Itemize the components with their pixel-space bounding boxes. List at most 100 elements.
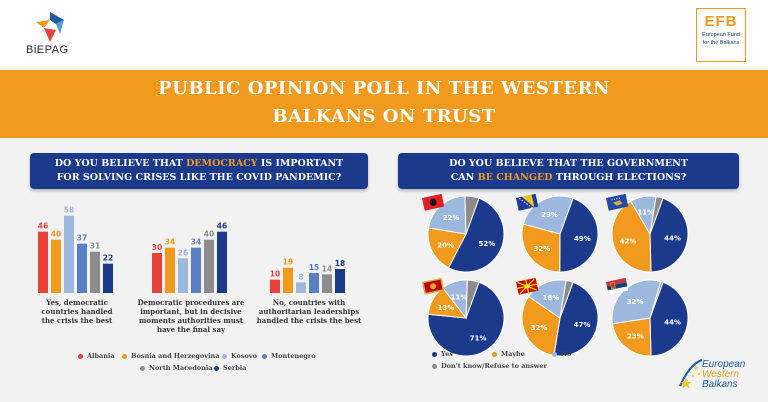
pie-slice — [649, 195, 664, 235]
european-western-balkans-logo: European Western Balkans — [676, 354, 764, 398]
legend-dot-icon — [492, 351, 497, 357]
bar-group-label-line: countries handled — [41, 307, 113, 316]
ewb-logo-line-2: Western — [702, 369, 740, 380]
bar-legend-item: Montenegro — [262, 352, 316, 360]
bar-group-label-line: moments authorities must — [139, 316, 243, 325]
bar-legend-label: Montenegro — [271, 352, 316, 360]
bar-value-label: 46 — [38, 222, 48, 231]
bar-group-label-line: authoritarian leaderships — [258, 307, 360, 316]
bar — [335, 269, 345, 293]
bar-legend-item: Albania — [78, 352, 115, 360]
pie-slice — [464, 195, 480, 235]
banner-title-line-1: PUBLIC OPINION POLL IN THE WESTERN — [158, 78, 610, 99]
legend-dot-icon — [262, 353, 267, 359]
pie-slice — [427, 227, 467, 269]
pie-serbia: 44% 23% 32% — [606, 277, 689, 357]
pie-legend-item: No — [552, 350, 571, 358]
pie-slice-label: 52% — [479, 240, 496, 248]
biepag-logo: BiEPAG — [20, 12, 80, 60]
pie-slice-label: 18% — [543, 294, 560, 302]
bar-legend-item: North Macedonia — [140, 364, 212, 372]
question-democracy: DO YOU BELIEVE THAT DEMOCRACY IS IMPORTA… — [30, 153, 368, 189]
efb-logo: EFB European Fund for the Balkans — [696, 8, 746, 62]
bar-value-label: 40 — [204, 230, 214, 239]
bih-flag — [516, 193, 539, 211]
ewb-logo-text: European Western Balkans — [702, 360, 745, 390]
bar — [64, 215, 74, 293]
question-democracy-post: IS IMPORTANT — [257, 158, 344, 169]
montenegro-flag — [422, 277, 445, 295]
pie-legend-item: Don't know/Refuse to answer — [432, 362, 547, 370]
pie-slice-label: 11% — [451, 293, 468, 301]
bar-value-label: 34 — [165, 238, 175, 247]
bar — [51, 239, 61, 293]
bar-value-label: 34 — [191, 238, 201, 247]
bar-group-label-line: handled the crisis the best — [256, 316, 362, 325]
bar-value-label: 37 — [77, 234, 87, 243]
pie-slice-label: 22% — [443, 214, 460, 222]
question-elections-post: THROUGH ELECTIONS? — [552, 172, 687, 183]
bar-legend-item: Serbia — [214, 364, 246, 372]
bar-legend-label: Serbia — [223, 364, 247, 372]
question-democracy-highlight: DEMOCRACY — [186, 158, 258, 169]
bar-value-label: 31 — [90, 242, 100, 251]
bar-group-label-line: Yes, democratic — [46, 298, 108, 307]
bar — [322, 274, 332, 293]
bar-value-label: 8 — [298, 272, 303, 281]
bar-group-label: Yes, democratic countries handled the cris… — [22, 298, 132, 325]
bar — [77, 243, 87, 293]
pie-montenegro: 71% 13% 11% — [422, 277, 505, 357]
pie-north-macedonia: 47% 32% 18% — [515, 277, 599, 357]
pie-slice-label: 29% — [541, 211, 558, 219]
bar-value-label: 40 — [51, 230, 61, 239]
bar-group-label: No, countries with authoritarian leadersh… — [254, 298, 364, 325]
pie-slice-label: 71% — [470, 334, 487, 342]
bar — [309, 273, 319, 293]
bar — [178, 258, 188, 293]
bar — [165, 247, 175, 293]
pie-slice — [427, 281, 505, 357]
bar-group-label: Democratic procedures are important, but … — [136, 298, 246, 334]
bar-value-label: 26 — [178, 248, 188, 257]
bar-value-label: 19 — [283, 258, 293, 267]
pie-slice — [447, 197, 505, 273]
bar — [191, 247, 201, 293]
pie-legend-label: No — [561, 350, 572, 358]
bar-legend-label: Kosovo — [231, 352, 257, 360]
pie-legend-label: Yes — [441, 350, 453, 358]
efb-logo-title: EFB — [704, 13, 738, 30]
pie-legend-item: Maybe — [492, 350, 525, 358]
biepag-logo-text: BiEPAG — [26, 44, 69, 56]
pie-slice — [553, 281, 599, 357]
bar-value-label: 15 — [309, 263, 319, 272]
bar — [152, 253, 162, 293]
question-elections-highlight: BE CHANGED — [477, 172, 553, 183]
legend-dot-icon — [214, 365, 219, 371]
legend-dot-icon — [78, 353, 83, 359]
pie-slice-label: 42% — [620, 237, 637, 245]
pie-bih: 49% 32% 29% — [516, 193, 599, 273]
bar-value-label: 46 — [217, 222, 227, 231]
pie-legend-label: Maybe — [501, 350, 525, 358]
efb-logo-subtitle-1: European Fund — [702, 32, 740, 38]
pie-slice — [559, 197, 599, 273]
legend-dot-icon — [140, 365, 145, 371]
bar-legend-item: Kosovo — [222, 352, 257, 360]
header: BiEPAG EFB European Fund for the Balkans — [0, 0, 768, 67]
question-elections: DO YOU BELIEVE THAT THE GOVERNMENT CAN B… — [398, 153, 739, 189]
serbia-flag — [606, 277, 629, 295]
legend-dot-icon — [222, 353, 227, 359]
pie-legend-label: Don't know/Refuse to answer — [441, 362, 547, 370]
bar — [270, 279, 280, 293]
pie-slice-label: 32% — [627, 298, 644, 306]
pie-slice-label: 47% — [574, 321, 591, 329]
bar-legend-label: Albania — [87, 352, 115, 360]
question-democracy-line-2: FOR SOLVING CRISES LIKE THE COVID PANDEM… — [56, 172, 342, 183]
bar-legend-item: Bosnia and Herzegovina — [122, 352, 220, 360]
bar — [90, 251, 100, 293]
bar-value-label: 58 — [64, 206, 74, 215]
biepag-mark-icon — [36, 12, 64, 42]
pie-slice-label: 20% — [437, 241, 454, 249]
banner-title-line-2: BALKANS ON TRUST — [272, 106, 496, 127]
